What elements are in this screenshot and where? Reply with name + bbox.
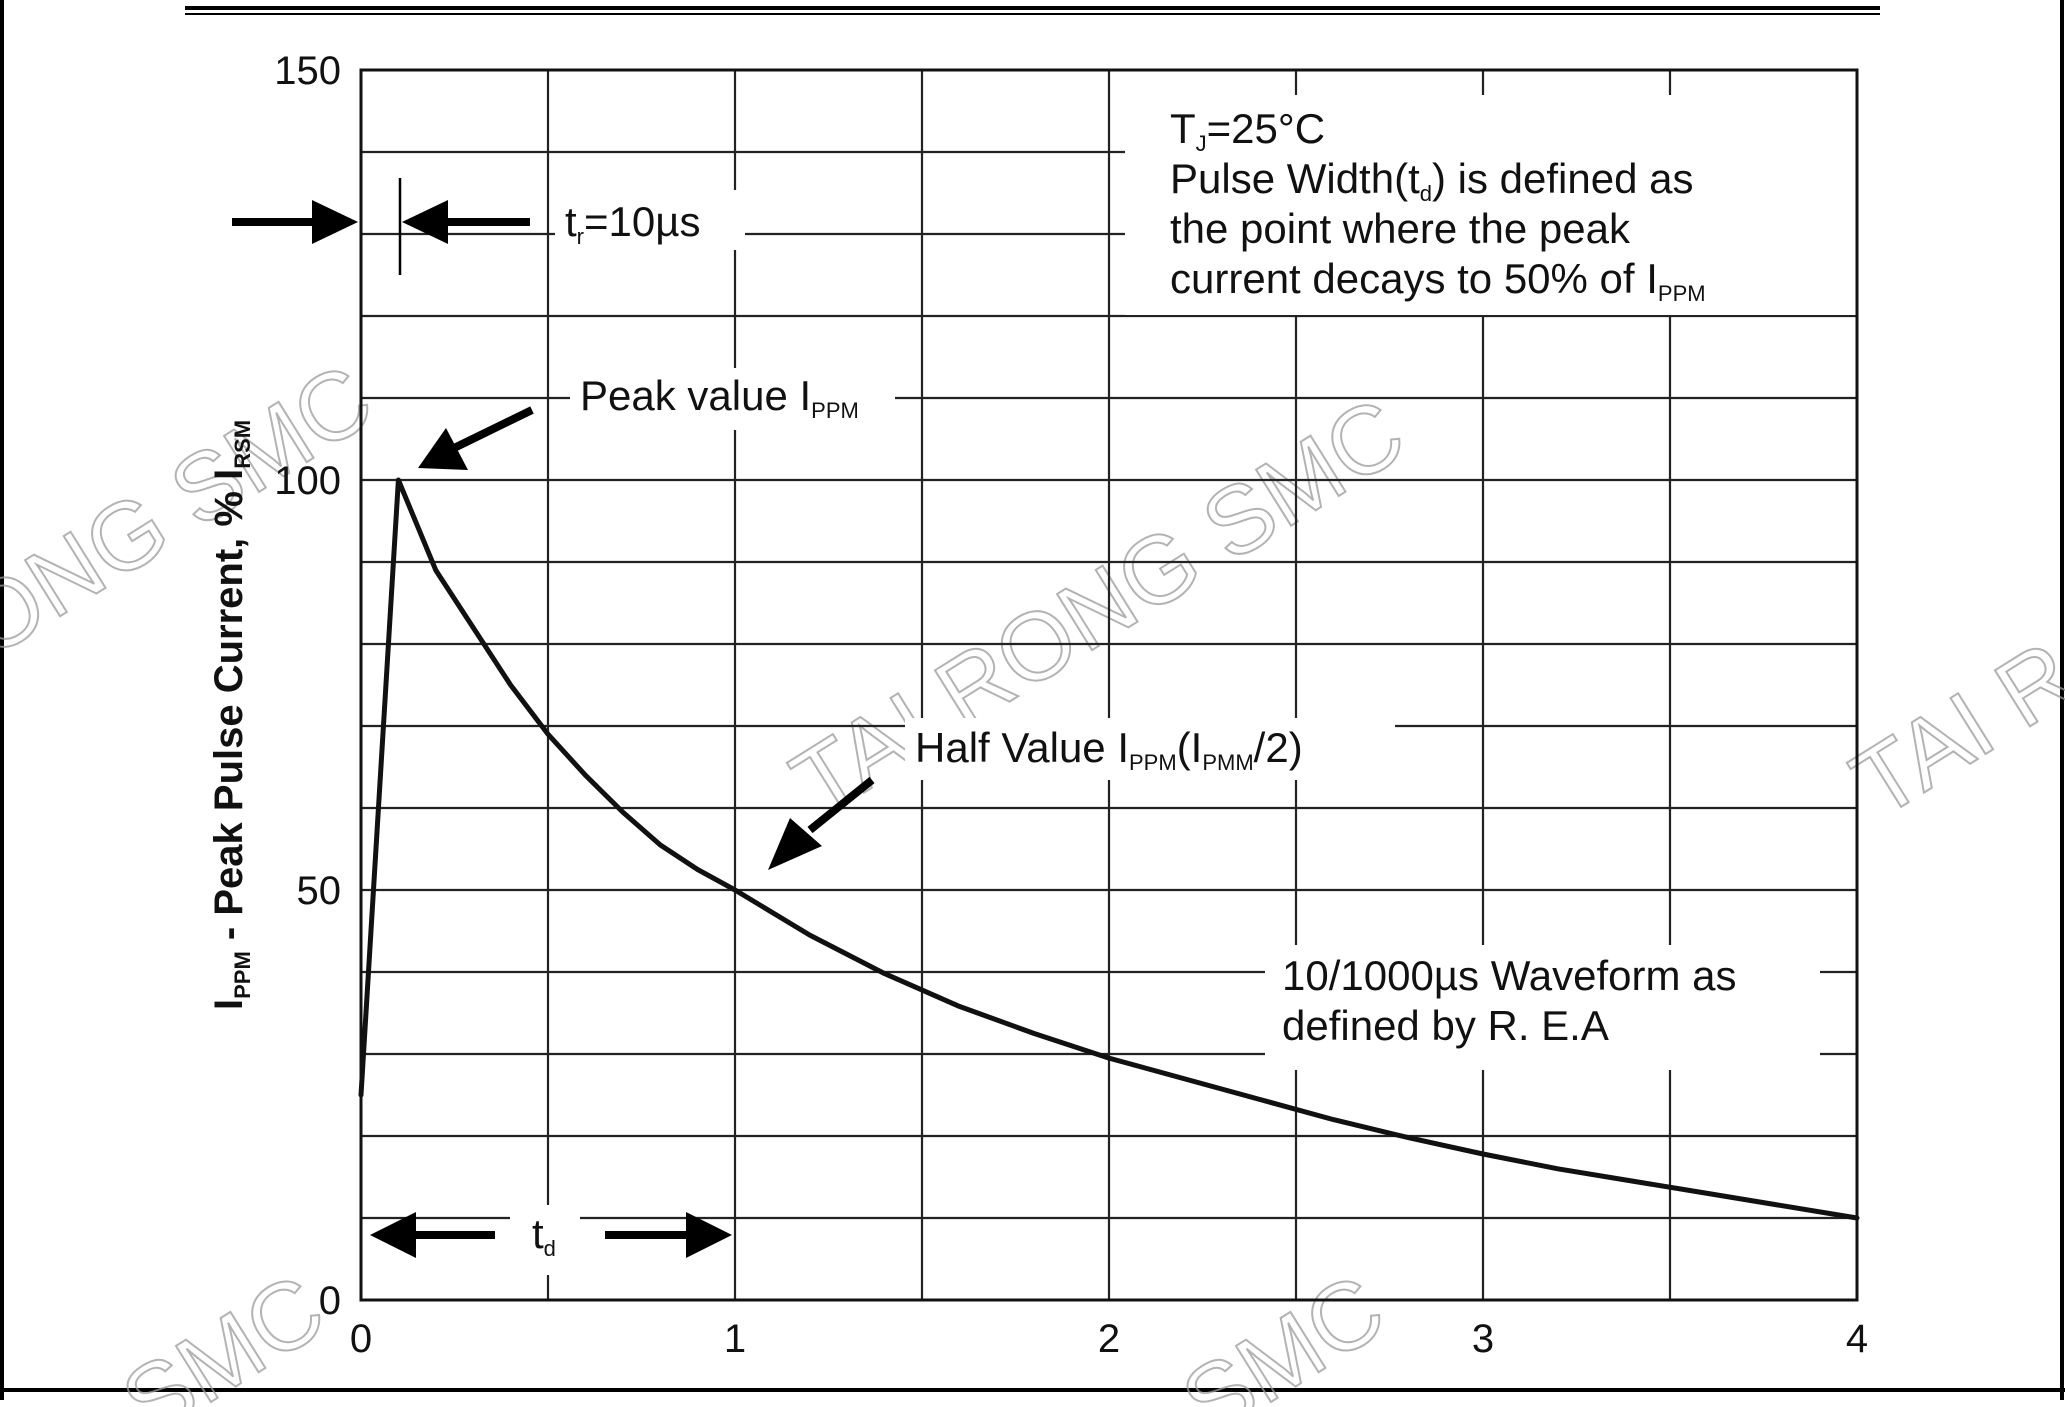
half-arrow-shaft (807, 776, 875, 834)
watermark-bottom-left: SMC (104, 1254, 342, 1407)
note-line-1: TJ=25°C (1170, 105, 1325, 156)
y-axis-label: IPPM - Peak Pulse Current, % IRSM (207, 420, 255, 1010)
peak-arrow-shaft (448, 406, 534, 454)
td-arrow-left-head (370, 1212, 416, 1258)
x-tick-label: 0 (350, 1317, 372, 1361)
waveform-note: 10/1000µs Waveform as defined by R. E.A (1282, 952, 1737, 1049)
y-tick-label: 100 (274, 459, 341, 503)
tr-arrow-right-head (402, 200, 448, 244)
y-tick-label: 150 (274, 49, 341, 93)
wave-line-1: 10/1000µs Waveform as (1282, 952, 1737, 999)
x-tick-label: 4 (1846, 1317, 1868, 1361)
td-arrow-right-head (686, 1212, 732, 1258)
peak-annotation: Peak value IPPM (418, 372, 859, 470)
tr-arrow-left-head (312, 200, 358, 244)
peak-label: Peak value IPPM (580, 372, 859, 423)
plot-area (359, 68, 1859, 1302)
half-arrow-head (768, 818, 822, 870)
mask-peak (570, 368, 895, 430)
mask-half (905, 718, 1395, 780)
mask-wave (1265, 945, 1820, 1070)
td-label: td (532, 1210, 556, 1261)
mask-note (1125, 95, 1865, 315)
x-tick-label: 1 (724, 1317, 746, 1361)
tr-label: tr=10µs (565, 198, 700, 249)
peak-arrow-head (418, 428, 468, 470)
td-annotation: td (370, 1210, 732, 1261)
watermark-bottom-center: SMC (1164, 1254, 1402, 1407)
pulse-width-note: TJ=25°C Pulse Width(td) is defined as th… (1170, 105, 1706, 306)
watermark-right: TAI R (1834, 621, 2065, 838)
x-axis-ticks: 0 1 2 3 4 (350, 1317, 1868, 1361)
watermark-left: ONG SMC (0, 344, 390, 678)
mask-td (510, 1205, 580, 1275)
y-tick-label: 0 (319, 1279, 341, 1323)
note-line-4: current decays to 50% of IPPM (1170, 255, 1706, 306)
series-line (358, 477, 1860, 1221)
half-value-annotation: Half Value IPPM(IPMM/2) (768, 724, 1303, 870)
half-value-label: Half Value IPPM(IPMM/2) (915, 724, 1303, 775)
note-line-3: the point where the peak (1170, 205, 1631, 252)
y-label-i: I (207, 999, 251, 1010)
annotation-masks (510, 95, 1865, 1275)
y-label-ppm: PPM (230, 951, 255, 999)
x-tick-label: 3 (1472, 1317, 1494, 1361)
x-tick-label: 2 (1098, 1317, 1120, 1361)
wave-line-2: defined by R. E.A (1282, 1002, 1609, 1049)
y-label-rest: - Peak Pulse Current, % I (207, 469, 251, 951)
tr-annotation: tr=10µs (232, 178, 700, 275)
y-tick-label: 50 (297, 869, 342, 913)
y-axis-ticks: 0 50 100 150 (274, 49, 341, 1323)
note-line-2: Pulse Width(td) is defined as (1170, 155, 1693, 206)
mask-tr (555, 190, 745, 250)
y-label-rsm: RSM (230, 420, 255, 469)
